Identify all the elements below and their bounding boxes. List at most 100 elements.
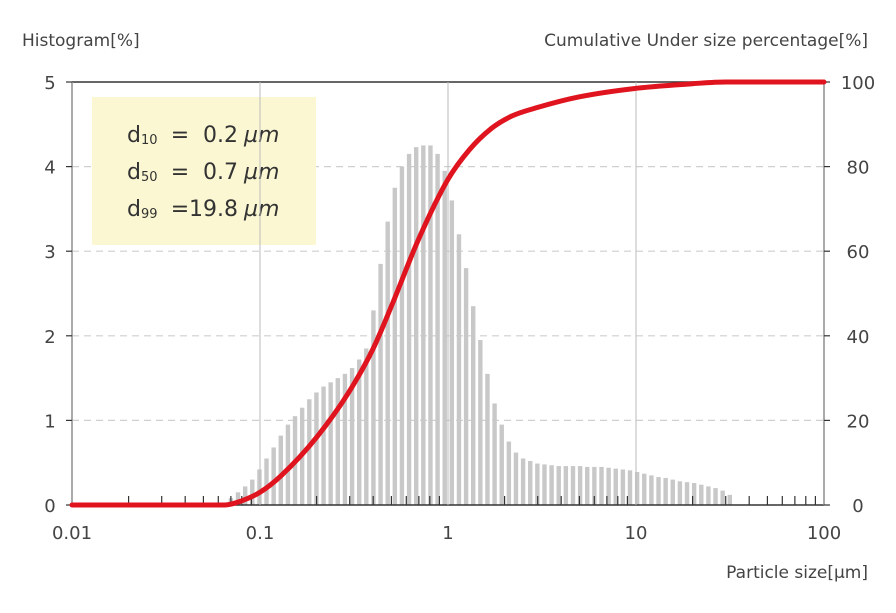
histogram-bar	[599, 466, 604, 505]
histogram-bar	[278, 435, 283, 505]
y-left-tick-label: 4	[44, 158, 55, 179]
histogram-bar	[542, 464, 547, 505]
histogram-bar	[656, 477, 661, 505]
histogram-bar	[307, 399, 312, 505]
histogram-bar	[242, 486, 248, 505]
y-right-tick-label: 100	[841, 73, 875, 94]
histogram-bar	[634, 472, 640, 505]
y-left-tick-label: 3	[44, 242, 55, 263]
histogram-bar	[585, 466, 590, 505]
histogram-bar	[235, 492, 241, 505]
y-left-axis-title: Histogram[%]	[22, 31, 140, 51]
annotation-value: 0.2	[203, 123, 238, 148]
y-right-tick-label: 0	[852, 496, 863, 517]
annotation-unit: µm	[243, 123, 279, 148]
histogram-bar	[684, 482, 690, 505]
histogram-bar	[413, 147, 419, 505]
histogram-bar	[720, 490, 725, 505]
annotation-equals: =	[171, 123, 189, 148]
histogram-bar	[699, 484, 704, 505]
histogram-bar	[342, 373, 348, 505]
histogram-bar	[264, 458, 269, 505]
histogram-bar	[592, 466, 597, 505]
histogram-bar	[563, 466, 569, 505]
annotation-box	[92, 97, 316, 245]
x-tick-label: 1	[442, 523, 453, 544]
x-tick-label: 100	[807, 523, 841, 544]
x-tick-label: 0.1	[246, 523, 275, 544]
y-right-tick-label: 80	[847, 158, 870, 179]
y-left-tick-label: 0	[44, 496, 55, 517]
histogram-bar	[727, 494, 732, 505]
histogram-bar	[314, 392, 319, 505]
histogram-bar	[627, 470, 633, 505]
histogram-bar	[556, 466, 561, 505]
histogram-bar	[371, 310, 376, 505]
histogram-bar	[435, 153, 440, 505]
x-tick-label: 0.01	[52, 523, 92, 544]
histogram-bar	[691, 483, 697, 505]
histogram-bar	[706, 486, 711, 505]
histogram-bar	[520, 458, 526, 505]
histogram-bar	[321, 386, 326, 505]
y-right-tick-label: 60	[847, 242, 870, 263]
x-axis-title: Particle size[µm]	[726, 563, 868, 583]
y-left-tick-label: 5	[44, 73, 55, 94]
annotation-unit: µm	[243, 197, 279, 222]
histogram-bar	[471, 306, 476, 505]
x-tick-label: 10	[625, 523, 648, 544]
histogram-bar	[385, 221, 390, 505]
histogram-bar	[364, 348, 369, 505]
histogram-bar	[613, 468, 618, 505]
histogram-bar	[328, 382, 333, 505]
histogram-bar	[392, 187, 398, 505]
histogram-bars	[228, 145, 732, 505]
histogram-bar	[257, 469, 262, 505]
histogram-bar	[606, 467, 611, 505]
histogram-bar	[528, 461, 533, 505]
annotation-equals: =	[171, 197, 189, 222]
histogram-bar	[271, 447, 276, 505]
histogram-bar	[478, 340, 483, 505]
histogram-bar	[670, 479, 675, 505]
histogram-bar	[513, 452, 519, 505]
tick-labels: 0.01 0.1 1 10 100 0 1 2 3 4 5 0 20 40 60 80 100	[44, 73, 875, 544]
histogram-bar	[428, 145, 433, 505]
histogram-bar	[485, 373, 490, 505]
y-left-tick-label: 1	[44, 411, 55, 432]
histogram-bar	[399, 166, 405, 505]
histogram-bar	[620, 469, 626, 505]
histogram-bar	[492, 403, 497, 505]
histogram-bar	[285, 424, 291, 505]
annotation-unit: µm	[243, 160, 279, 185]
histogram-bar	[442, 170, 447, 505]
y-right-tick-label: 20	[847, 411, 870, 432]
histogram-bar	[677, 481, 683, 505]
histogram-bar	[713, 488, 718, 505]
histogram-bar	[356, 359, 362, 505]
y-left-tick-label: 2	[44, 327, 55, 348]
histogram-bar	[449, 200, 455, 505]
histogram-bar	[577, 466, 583, 505]
histogram-bar	[499, 424, 504, 505]
histogram-bar	[549, 465, 554, 505]
histogram-bar	[463, 268, 469, 505]
histogram-bar	[250, 479, 255, 505]
histogram-bar	[349, 367, 355, 505]
histogram-bar	[406, 153, 412, 505]
histogram-bar	[535, 463, 540, 505]
annotation-equals: =	[171, 160, 189, 185]
histogram-bar	[456, 234, 462, 505]
histogram-bar	[570, 466, 576, 505]
y-right-tick-label: 40	[847, 327, 870, 348]
annotation-value: 19.8	[189, 197, 238, 222]
histogram-bar	[378, 263, 383, 505]
y-right-axis-title: Cumulative Under size percentage[%]	[544, 31, 868, 51]
histogram-bar	[642, 473, 647, 505]
histogram-bar	[649, 475, 654, 505]
cumulative-line	[69, 79, 827, 508]
annotation-value: 0.7	[203, 160, 238, 185]
histogram-bar	[335, 378, 340, 505]
